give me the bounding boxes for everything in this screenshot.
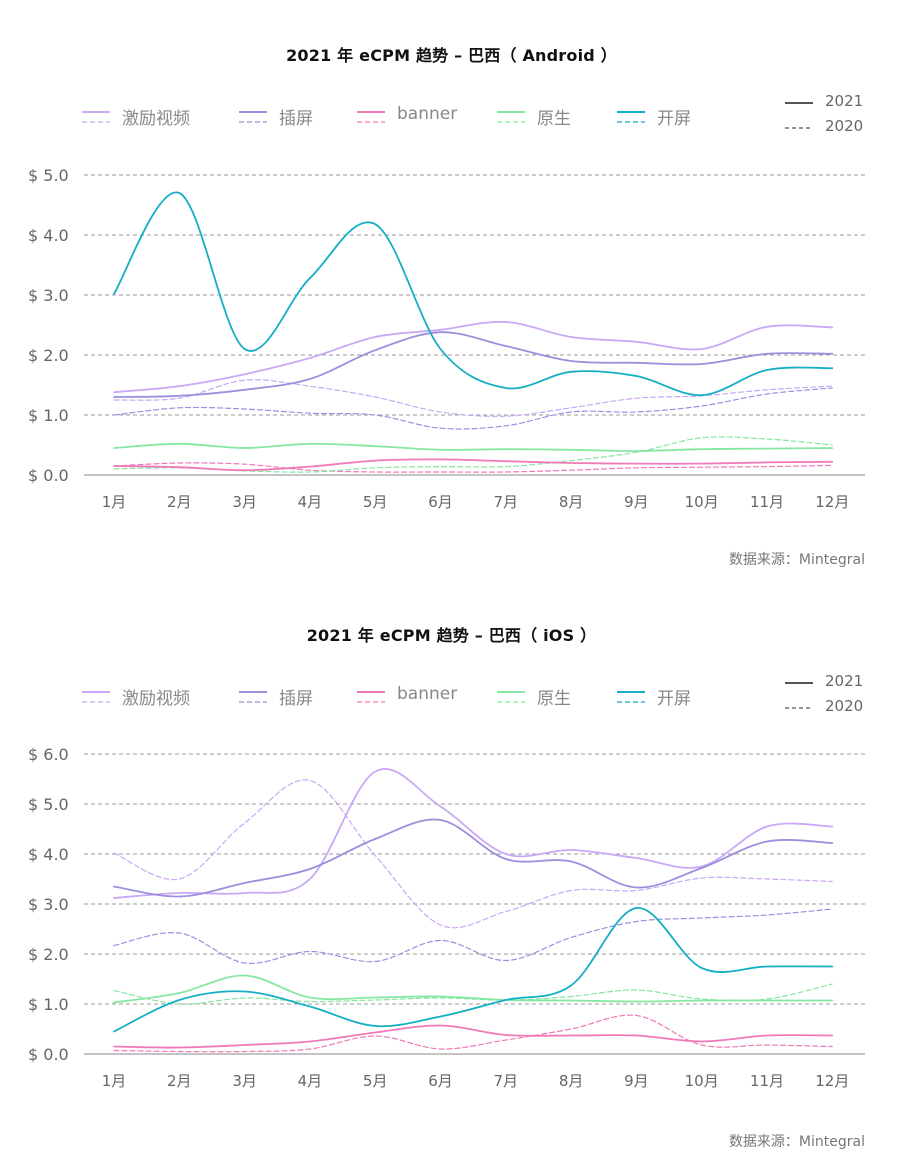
data-source: 数据来源：Mintegral <box>728 1134 865 1150</box>
legend-label: 开屏 <box>657 109 691 129</box>
x-tick-label: 12月 <box>815 1072 849 1090</box>
legend-swatch <box>497 111 525 123</box>
legend-label: 激励视频 <box>122 109 190 129</box>
series-line-2021 <box>113 320 834 394</box>
x-tick-label: 3月 <box>232 1072 257 1090</box>
legend-label: banner <box>397 684 458 704</box>
legend-label: 插屏 <box>279 109 313 129</box>
y-tick-label: $ 3.0 <box>28 895 69 914</box>
x-tick-label: 8月 <box>559 493 584 511</box>
year-legend: 2021 2020 <box>785 672 865 722</box>
legend-swatch <box>357 691 385 703</box>
chart-title: 2021 年 eCPM 趋势 – 巴西（ Android ） <box>286 46 617 65</box>
x-tick-label: 4月 <box>298 1072 323 1090</box>
year-legend-item: 2021 <box>785 92 865 114</box>
series-legend: 激励视频 插屏 banner 原生 开屏 <box>82 682 702 712</box>
series-line-2021 <box>113 442 834 452</box>
x-tick-label: 12月 <box>815 493 849 511</box>
x-tick-label: 2月 <box>167 493 192 511</box>
year-legend-label: 2020 <box>825 117 864 135</box>
series-line-2020 <box>113 379 833 417</box>
y-tick-label: $ 0.0 <box>28 1045 69 1064</box>
legend-label: banner <box>397 104 458 124</box>
x-tick-label: 1月 <box>102 493 127 511</box>
year-legend-label: 2021 <box>825 92 864 110</box>
series-line-2021 <box>113 458 834 472</box>
year-legend: 2021 2020 <box>785 92 865 142</box>
series-line-2021 <box>113 818 834 898</box>
x-tick-label: 10月 <box>685 1072 719 1090</box>
x-tick-label: 7月 <box>494 1072 519 1090</box>
legend-label: 原生 <box>537 109 571 129</box>
year-legend-item: 2021 <box>785 672 865 694</box>
legend-swatch <box>497 691 525 703</box>
legend-swatch <box>239 691 267 703</box>
series-line-2020 <box>113 983 833 1005</box>
series-line-2021 <box>113 331 834 398</box>
y-tick-label: $ 4.0 <box>28 845 69 864</box>
legend-label: 开屏 <box>657 689 691 709</box>
y-tick-label: $ 5.0 <box>28 795 69 814</box>
y-tick-label: $ 6.0 <box>28 745 69 764</box>
x-tick-label: 4月 <box>298 493 323 511</box>
year-swatch <box>785 682 813 684</box>
series-line-2021 <box>113 768 834 899</box>
data-source: 数据来源：Mintegral <box>728 552 865 568</box>
x-tick-label: 7月 <box>494 493 519 511</box>
x-tick-label: 3月 <box>232 493 257 511</box>
series-line-2020 <box>113 908 833 965</box>
legend-swatch <box>82 691 110 703</box>
series-line-2021 <box>113 974 834 1004</box>
year-swatch <box>785 102 813 104</box>
legend-label: 原生 <box>537 689 571 709</box>
series-line-2020 <box>113 1014 833 1053</box>
x-tick-label: 9月 <box>624 493 649 511</box>
x-tick-label: 9月 <box>624 1072 649 1090</box>
series-line-2020 <box>113 387 833 430</box>
y-tick-label: $ 4.0 <box>28 226 69 245</box>
legend-swatch <box>82 111 110 123</box>
line-plot: $ 0.0 $ 1.0 $ 2.0 $ 3.0 $ 4.0 $ 5.0 1月 2月 3月 4月 5月… <box>28 166 865 511</box>
series-line-2021 <box>113 1024 834 1049</box>
legend-label: 激励视频 <box>122 689 190 709</box>
legend-label: 插屏 <box>279 689 313 709</box>
year-legend-item: 2020 <box>785 697 865 719</box>
series-line-2020 <box>113 462 833 473</box>
legend-swatch <box>239 111 267 123</box>
x-tick-label: 10月 <box>685 493 719 511</box>
legend-swatch <box>357 111 385 123</box>
legend-swatch <box>617 111 645 123</box>
x-tick-label: 5月 <box>363 1072 388 1090</box>
y-tick-label: $ 1.0 <box>28 406 69 425</box>
y-tick-label: $ 5.0 <box>28 166 69 185</box>
legend-swatch <box>617 691 645 703</box>
year-legend-label: 2020 <box>825 697 864 715</box>
x-tick-label: 2月 <box>167 1072 192 1090</box>
x-tick-label: 5月 <box>363 493 388 511</box>
y-tick-label: $ 1.0 <box>28 995 69 1014</box>
y-tick-label: $ 2.0 <box>28 346 69 365</box>
series-line-2021 <box>113 191 834 397</box>
chart-title: 2021 年 eCPM 趋势 – 巴西（ iOS ） <box>306 626 597 645</box>
y-tick-label: $ 0.0 <box>28 466 69 485</box>
year-swatch <box>785 127 813 129</box>
x-tick-label: 8月 <box>559 1072 584 1090</box>
year-legend-label: 2021 <box>825 672 864 690</box>
x-tick-label: 6月 <box>428 493 453 511</box>
ios-chart: 2021 年 eCPM 趋势 – 巴西（ iOS ） 激励视频 插屏 banner 原… <box>0 580 903 1164</box>
line-plot: $ 0.0 $ 1.0 $ 2.0 $ 3.0 $ 4.0 $ 5.0 $ 6.0 1月 2月 3… <box>28 745 865 1090</box>
x-tick-label: 6月 <box>428 1072 453 1090</box>
year-legend-item: 2020 <box>785 117 865 139</box>
y-tick-label: $ 3.0 <box>28 286 69 305</box>
y-tick-label: $ 2.0 <box>28 945 69 964</box>
year-swatch <box>785 707 813 709</box>
android-chart: 2021 年 eCPM 趋势 – 巴西（ Android ） 激励视频 插屏 ban… <box>28 46 865 568</box>
series-legend: 激励视频 插屏 banner 原生 开屏 <box>82 102 702 132</box>
series-line-2020 <box>113 779 833 929</box>
x-tick-label: 11月 <box>750 493 784 511</box>
x-tick-label: 11月 <box>750 1072 784 1090</box>
x-tick-label: 1月 <box>102 1072 127 1090</box>
series-line-2021 <box>113 907 834 1033</box>
